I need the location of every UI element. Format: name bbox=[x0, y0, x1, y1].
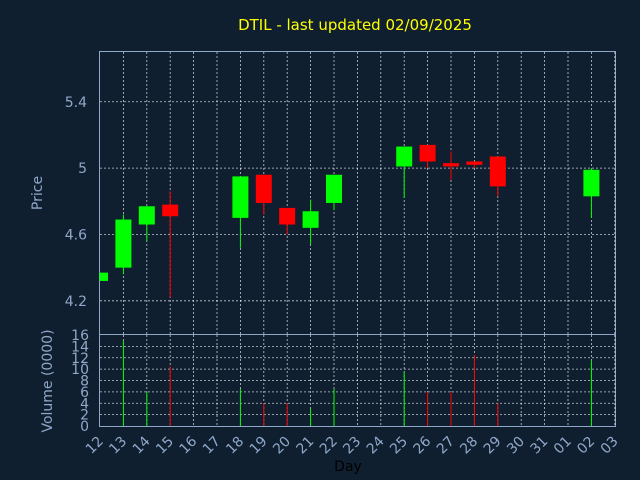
x-tick-label: 22 bbox=[317, 434, 341, 458]
volume-bars bbox=[122, 340, 592, 426]
grid-layer bbox=[100, 52, 616, 426]
volume-tick-label: 2 bbox=[80, 408, 89, 424]
candle-body-up bbox=[232, 176, 249, 218]
x-tick-label: 21 bbox=[294, 434, 318, 458]
x-tick-label: 19 bbox=[247, 434, 271, 458]
candle-body-up bbox=[583, 169, 600, 197]
candle-body-down bbox=[489, 156, 506, 187]
x-tick-label: 13 bbox=[106, 434, 130, 458]
x-tick-label: 03 bbox=[598, 434, 622, 458]
volume-tick-label: 12 bbox=[71, 351, 89, 367]
candle-body-up bbox=[138, 206, 155, 225]
volume-tick-label: 10 bbox=[71, 362, 89, 378]
price-tick-label: 5.4 bbox=[65, 95, 87, 111]
x-tick-label: 30 bbox=[504, 434, 528, 458]
volume-tick-label: 16 bbox=[71, 328, 89, 344]
price-tick-label: 4.2 bbox=[65, 294, 87, 310]
candle-body-down bbox=[419, 144, 436, 162]
x-axis-label: Day bbox=[334, 459, 362, 475]
volume-tick-label: 8 bbox=[80, 374, 89, 390]
candle-body-down bbox=[279, 207, 296, 225]
x-tick-label: 12 bbox=[83, 434, 107, 458]
volume-axis-label: Volume (0000) bbox=[40, 329, 56, 432]
volume-tick-label: 6 bbox=[80, 385, 89, 401]
x-tick-label: 27 bbox=[434, 434, 458, 458]
x-tick-label: 29 bbox=[481, 434, 505, 458]
candle-body-down bbox=[255, 174, 272, 203]
price-axis-label: Price bbox=[30, 176, 46, 210]
x-tick-label: 26 bbox=[411, 433, 435, 457]
x-tick-label: 16 bbox=[177, 433, 201, 457]
x-tick-label: 17 bbox=[200, 434, 224, 458]
volume-tick-label: 0 bbox=[80, 419, 89, 435]
x-tick-label: 28 bbox=[457, 434, 481, 458]
volume-panel-frame bbox=[99, 334, 616, 427]
volume-tick-label: 4 bbox=[80, 396, 89, 412]
candle-body-up bbox=[115, 219, 132, 268]
price-tick-label: 5 bbox=[78, 161, 87, 177]
candle-body-down bbox=[162, 204, 179, 217]
candle-body-up bbox=[326, 174, 342, 203]
price-tick-label: 4.6 bbox=[65, 227, 87, 243]
x-tick-label: 31 bbox=[528, 434, 552, 458]
x-tick-label: 01 bbox=[551, 434, 575, 458]
x-tick-label: 25 bbox=[387, 434, 411, 458]
x-tick-label: 24 bbox=[364, 433, 388, 457]
candle-body-down bbox=[443, 163, 459, 167]
candle-body-down bbox=[466, 161, 483, 165]
x-tick-label: 15 bbox=[153, 434, 177, 458]
candles bbox=[99, 144, 600, 298]
chart-title: DTIL - last updated 02/09/2025 bbox=[238, 16, 472, 34]
x-tick-label: 02 bbox=[574, 434, 598, 458]
volume-tick-label: 14 bbox=[71, 339, 89, 355]
x-tick-label: 20 bbox=[270, 434, 294, 458]
x-tick-label: 14 bbox=[130, 433, 154, 457]
x-tick-label: 18 bbox=[223, 434, 247, 458]
candle-body-up bbox=[302, 211, 319, 228]
x-tick-label: 23 bbox=[340, 434, 364, 458]
candle-body-up bbox=[100, 272, 108, 281]
candle-body-up bbox=[396, 146, 413, 167]
